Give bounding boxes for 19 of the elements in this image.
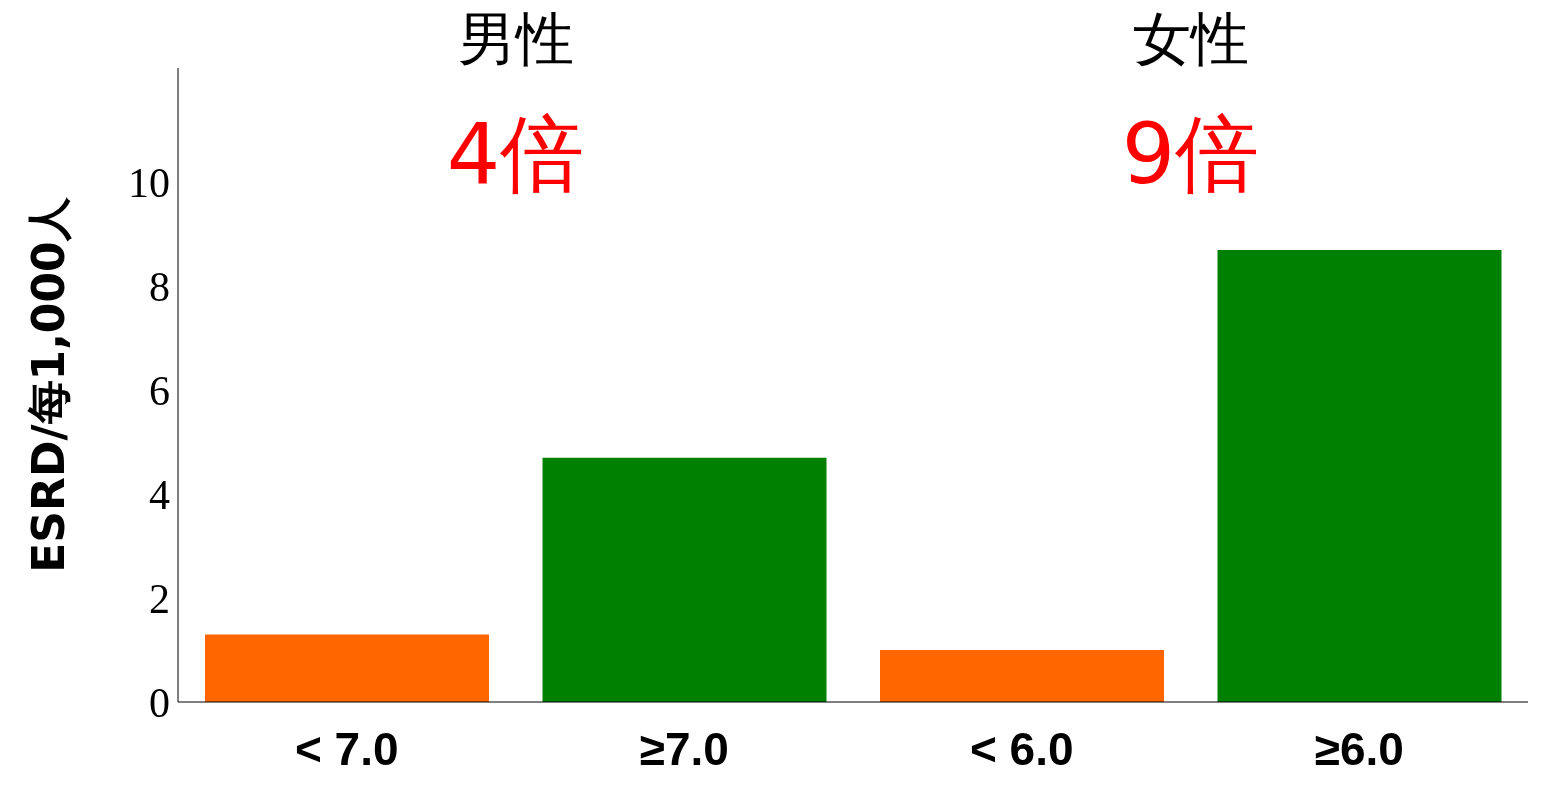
x-tick-label: < 7.0 (294, 722, 399, 775)
annotation: 男性 (456, 5, 575, 73)
y-tick-label: 0 (149, 679, 170, 726)
x-tick-label: < 6.0 (969, 722, 1074, 775)
bar (205, 634, 489, 702)
y-tick-label: 6 (149, 368, 170, 415)
annotation: 女性 (1131, 5, 1250, 73)
y-tick-label: 10 (128, 160, 170, 207)
x-tick-label: ≥6.0 (1314, 722, 1404, 775)
annotation: 4倍 (445, 105, 586, 203)
annotation: 9倍 (1120, 105, 1261, 203)
bar (1217, 249, 1502, 702)
y-tick-label: 2 (149, 575, 170, 622)
bar (542, 457, 827, 702)
x-tick-label: ≥7.0 (639, 722, 729, 775)
y-tick-label: 4 (149, 472, 170, 519)
y-tick-label: 8 (149, 264, 170, 311)
y-axis-title: ESRD/每1,000人 (22, 197, 74, 573)
bar (880, 650, 1164, 702)
